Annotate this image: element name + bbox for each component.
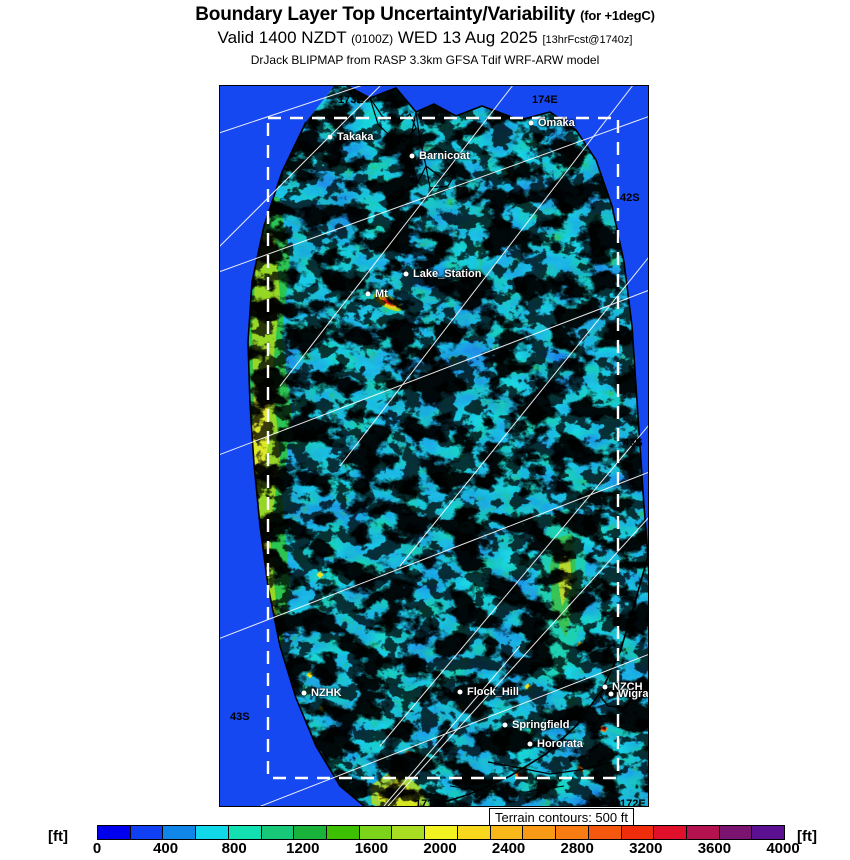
station-label: Mt xyxy=(375,288,388,300)
station-label: Omaka xyxy=(538,117,575,129)
colorbar-swatch xyxy=(359,826,393,839)
forecast-map[interactable]: 173E174E41S42S42S43S43S44S171E172E Takak… xyxy=(219,85,649,807)
station-label: NZHK xyxy=(311,687,342,699)
colorbar-tick-label: 1200 xyxy=(286,840,320,857)
colorbar-swatch xyxy=(556,826,589,839)
valid-time-line: Valid 1400 NZDT (0100Z) WED 13 Aug 2025 … xyxy=(0,27,850,51)
graticule-label: 42S xyxy=(620,192,640,204)
colorbar-tick-label: 800 xyxy=(221,840,247,857)
model-source-line: DrJack BLIPMAP from RASP 3.3km GFSA Tdif… xyxy=(250,53,600,67)
station-label: Takaka xyxy=(337,131,374,143)
map-graticule-overlay xyxy=(220,86,648,806)
colorbar-swatch xyxy=(457,826,491,839)
colorbar-swatch xyxy=(163,826,197,839)
station-label: Barnicoat xyxy=(419,150,470,162)
map-raster xyxy=(220,86,648,806)
colorbar-swatch xyxy=(654,826,687,839)
colorbar-swatch xyxy=(98,826,131,839)
station-dot-icon xyxy=(403,271,409,277)
station-dot-icon xyxy=(409,153,415,159)
colorbar-swatch xyxy=(588,826,622,839)
colorbar-swatch xyxy=(392,826,426,839)
station-label: Hororata xyxy=(537,738,583,750)
colorbar-tick-label: 0 xyxy=(92,840,102,857)
valid-time-local: Valid 1400 NZDT xyxy=(217,28,347,47)
colorbar-tick-label: 1600 xyxy=(354,840,389,857)
colorbar-swatch xyxy=(425,826,458,839)
forecast-hour: [13hrFcst@1740z] xyxy=(542,34,633,46)
graticule-label: 43S xyxy=(623,437,643,449)
page-title: Boundary Layer Top Uncertainty/Variabili… xyxy=(0,4,850,27)
terrain-contour-note: Terrain contours: 500 ft xyxy=(489,808,634,828)
colorbar-tick-label: 3600 xyxy=(697,840,732,857)
valid-date: WED 13 Aug 2025 xyxy=(397,28,538,47)
title-block: Boundary Layer Top Uncertainty/Variabili… xyxy=(0,0,850,69)
colorbar-tick-label: 2000 xyxy=(423,840,457,857)
station-label: Wigram xyxy=(618,688,649,700)
colorbar-swatch xyxy=(196,826,229,839)
station-label: NZCH xyxy=(612,681,643,693)
colorbar-swatch xyxy=(294,826,328,839)
graticule-label: 173E xyxy=(338,94,364,106)
colorbar-swatch xyxy=(686,826,720,839)
station-dot-icon xyxy=(528,120,534,126)
station-dot-icon xyxy=(457,689,463,695)
station-dot-icon xyxy=(527,741,533,747)
colorbar: [ft] [ft] 0 400 800 1200 1600 2000 2400 2800 320… xyxy=(0,822,850,860)
graticule-label: 44S xyxy=(633,718,648,730)
graticule-label: 43S xyxy=(230,711,250,723)
valid-time-utc: (0100Z) xyxy=(351,32,394,46)
colorbar-tick-label: 400 xyxy=(153,840,179,857)
colorbar-unit-right: [ft] xyxy=(797,828,817,845)
station-label: Lake_Station xyxy=(413,268,482,280)
title-suffix: (for +1degC) xyxy=(580,8,655,23)
graticule-label: 172E xyxy=(620,798,646,807)
graticule-label: 174E xyxy=(532,94,558,106)
colorbar-swatch xyxy=(130,826,164,839)
colorbar-swatch xyxy=(327,826,360,839)
colorbar-tick-label: 2400 xyxy=(491,840,526,857)
station-label: Flock_Hill xyxy=(467,686,519,698)
title-main: Boundary Layer Top Uncertainty/Variabili… xyxy=(195,4,576,25)
colorbar-ticks: 0 400 800 1200 1600 2000 2400 2800 3200 3600 4000 xyxy=(93,840,800,860)
colorbar-tick-label: 2800 xyxy=(560,840,594,857)
station-label: Springfield xyxy=(512,719,570,731)
station-dot-icon xyxy=(502,722,508,728)
colorbar-gradient xyxy=(97,825,785,840)
domain-box xyxy=(266,116,620,780)
colorbar-swatch xyxy=(228,826,262,839)
station-dot-icon xyxy=(608,691,614,697)
station-dot-icon xyxy=(365,291,371,297)
colorbar-tick-label: 4000 xyxy=(766,840,800,857)
colorbar-unit-left: [ft] xyxy=(48,828,68,845)
colorbar-swatch xyxy=(490,826,524,839)
colorbar-swatch xyxy=(621,826,655,839)
station-dot-icon xyxy=(301,690,307,696)
colorbar-swatch xyxy=(261,826,295,839)
colorbar-swatch xyxy=(523,826,557,839)
graticule-label: 171E xyxy=(415,798,441,807)
station-dot-icon xyxy=(327,134,333,140)
colorbar-tick-label: 3200 xyxy=(629,840,663,857)
colorbar-swatch xyxy=(752,826,785,839)
colorbar-swatch xyxy=(719,826,753,839)
station-dot-icon xyxy=(602,684,608,690)
